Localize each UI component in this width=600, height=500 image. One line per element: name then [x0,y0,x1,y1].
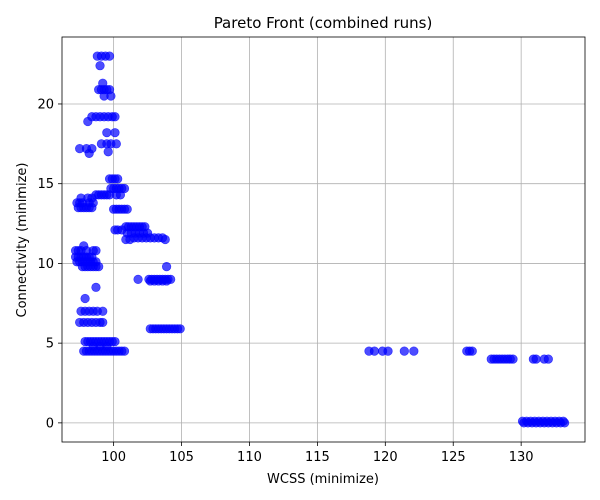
data-point [111,139,121,149]
data-point [106,91,116,101]
data-point [80,293,90,304]
data-point [409,346,419,356]
data-points [70,51,570,428]
y-tick-label: 15 [37,177,54,192]
data-point [84,148,94,158]
data-point [162,276,172,286]
data-point [383,346,393,356]
data-point [104,51,115,61]
data-point [113,174,123,184]
data-point [543,354,553,364]
x-tick-label: 110 [237,450,262,465]
data-point [133,274,143,284]
data-point [125,234,135,245]
data-point [115,190,126,200]
data-point [94,262,104,272]
data-point [103,147,113,157]
y-axis-title: Connectivity (minimize) [15,163,30,318]
data-point [102,128,112,138]
y-tick-label: 5 [46,337,54,352]
y-tick-label: 10 [37,257,54,272]
data-point [95,61,105,71]
data-point [119,346,130,356]
x-axis-title: WCSS (minimize) [267,472,379,487]
data-point [110,336,120,347]
data-point [560,418,570,428]
data-point [110,128,120,138]
y-tick-label: 0 [46,416,54,431]
y-tick-label: 20 [37,97,54,112]
data-point [531,354,541,364]
data-point [98,317,108,328]
data-point [369,346,380,356]
data-point [175,324,185,334]
x-tick-label: 120 [373,450,398,465]
data-point [508,354,518,364]
data-point [110,112,120,122]
grid-lines [62,37,585,442]
data-point [122,204,132,214]
data-point [162,262,172,272]
plot-frame [61,36,586,443]
x-axis-ticks: 100 105 110 115 120 125 130 [101,442,534,465]
data-point [467,346,477,356]
data-point [87,203,97,213]
x-tick-label: 100 [101,450,126,465]
chart-title: Pareto Front (combined runs) [214,14,433,32]
x-tick-label: 105 [169,450,194,465]
data-point [399,346,409,356]
data-point [91,282,101,292]
data-point [83,116,93,127]
x-tick-label: 130 [509,450,534,465]
data-point [98,306,108,316]
y-axis-ticks: 0 5 10 15 20 [37,97,62,431]
x-tick-label: 115 [305,450,330,465]
data-point [160,234,170,245]
x-tick-label: 125 [441,450,466,465]
